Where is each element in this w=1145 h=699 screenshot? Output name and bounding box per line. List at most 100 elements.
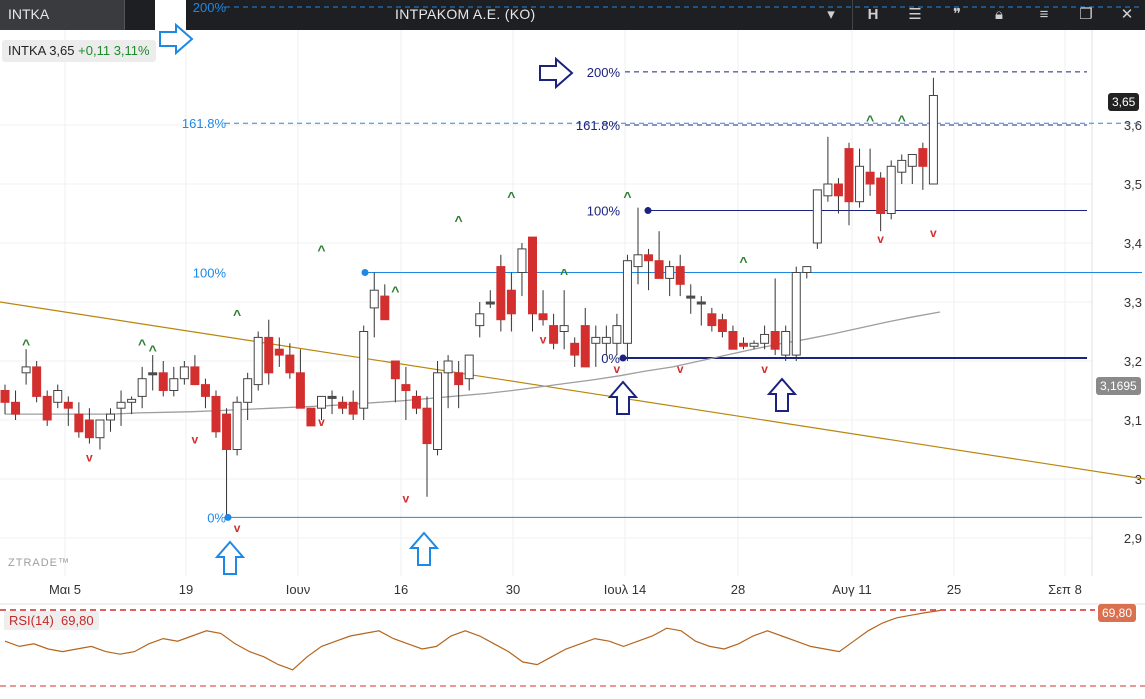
candle-body	[211, 395, 221, 433]
candle	[580, 307, 590, 368]
down-signal-icon: v	[614, 362, 621, 376]
window-restore-icon[interactable]: ❐	[1079, 6, 1093, 23]
candle-body	[496, 266, 506, 321]
candle	[612, 313, 622, 356]
rsi-name: RSI(14)	[9, 613, 54, 628]
candle-body	[886, 165, 896, 215]
candle-body	[74, 413, 84, 433]
candle	[390, 360, 400, 403]
candle	[127, 396, 137, 415]
candle	[380, 284, 390, 321]
fib-left-label: 200%	[193, 0, 227, 15]
candle	[897, 154, 907, 184]
fib-anchor-dot	[224, 513, 232, 521]
rsi-value-tag: 69,80	[1098, 604, 1137, 622]
down-signal-icon: v	[677, 362, 684, 376]
candle	[338, 396, 348, 415]
candle	[538, 290, 548, 326]
candle-body	[148, 372, 158, 376]
blank-tab[interactable]	[155, 0, 186, 30]
candle	[0, 384, 10, 415]
down-signal-icon: v	[930, 226, 937, 240]
candle	[833, 178, 843, 214]
candle	[844, 142, 854, 226]
candle-body	[295, 372, 305, 409]
price-axis-label: 3,2	[1124, 354, 1142, 369]
up-signal-icon: ^	[149, 342, 157, 358]
lines-icon[interactable]: ☰	[908, 6, 922, 23]
candle-body	[538, 313, 548, 321]
candle-body	[106, 413, 115, 421]
candle	[232, 396, 242, 456]
candle	[63, 396, 73, 426]
candle	[865, 148, 875, 196]
time-axis-label: Ιουλ 14	[604, 582, 647, 597]
quote-icon[interactable]: ❞	[952, 6, 962, 23]
up-signal-icon: ^	[623, 189, 631, 205]
up-signal-icon: ^	[560, 265, 568, 281]
fib-right-label: 100%	[587, 204, 621, 219]
candle-body	[707, 313, 717, 327]
candle-body	[95, 419, 105, 439]
current-price-tag: 3,65	[1108, 93, 1140, 111]
h-icon[interactable]: H	[867, 6, 879, 23]
chevron-down-icon[interactable]: ▾	[827, 6, 835, 23]
candle-body	[274, 348, 284, 356]
candle	[433, 361, 443, 456]
candle-body	[728, 331, 738, 350]
candle	[770, 278, 780, 356]
time-axis-label: 30	[506, 582, 520, 597]
window-title: INTPAKOM A.E. (KO)	[395, 6, 536, 22]
candle	[654, 231, 664, 279]
candle	[327, 390, 337, 415]
candle-body	[928, 95, 938, 185]
candle-body	[42, 395, 52, 421]
fib-anchor-dot	[361, 269, 369, 276]
up-arrow-icon	[408, 531, 440, 566]
menu-icon[interactable]: ≡	[1039, 6, 1049, 23]
symbol-tab[interactable]: INTKA	[0, 0, 125, 30]
candle	[559, 290, 569, 350]
candle-body	[760, 333, 770, 344]
down-signal-icon: v	[234, 521, 241, 535]
right-arrow-icon	[539, 56, 574, 90]
candle	[717, 313, 727, 338]
candle-body	[390, 360, 400, 380]
candle	[211, 390, 221, 438]
down-signal-icon: v	[86, 450, 93, 464]
candle-body	[580, 325, 590, 368]
candle-body	[53, 390, 63, 403]
candle-body	[918, 148, 928, 167]
rsi-line	[4, 609, 941, 671]
up-signal-icon: ^	[22, 336, 30, 352]
candle	[675, 254, 685, 297]
candle	[475, 302, 485, 338]
candle-body	[327, 395, 337, 399]
candle-body	[570, 342, 580, 356]
candle-body	[675, 266, 685, 285]
candle-body	[443, 360, 453, 374]
candle	[485, 290, 495, 308]
candle	[907, 154, 917, 184]
time-axis-label: 25	[947, 582, 961, 597]
candle	[928, 77, 938, 185]
candle	[411, 390, 421, 415]
candle	[179, 361, 189, 385]
candle-body	[464, 354, 474, 380]
candle	[591, 325, 601, 367]
candle	[317, 395, 326, 420]
candle-body	[253, 336, 263, 386]
candle	[601, 325, 611, 356]
fib-anchor-dot	[644, 207, 652, 215]
lock-icon[interactable]: 🔒︎	[995, 6, 1003, 23]
fib-left-label: 0%	[207, 510, 226, 525]
candle-body	[306, 407, 316, 427]
candle-body	[127, 398, 137, 403]
candle-body	[865, 171, 875, 185]
candle	[622, 254, 632, 361]
candle	[644, 248, 654, 291]
close-icon[interactable]: ✕	[1120, 6, 1134, 23]
candle-body	[517, 248, 527, 273]
fib-right-label: 161.8%	[576, 118, 621, 133]
